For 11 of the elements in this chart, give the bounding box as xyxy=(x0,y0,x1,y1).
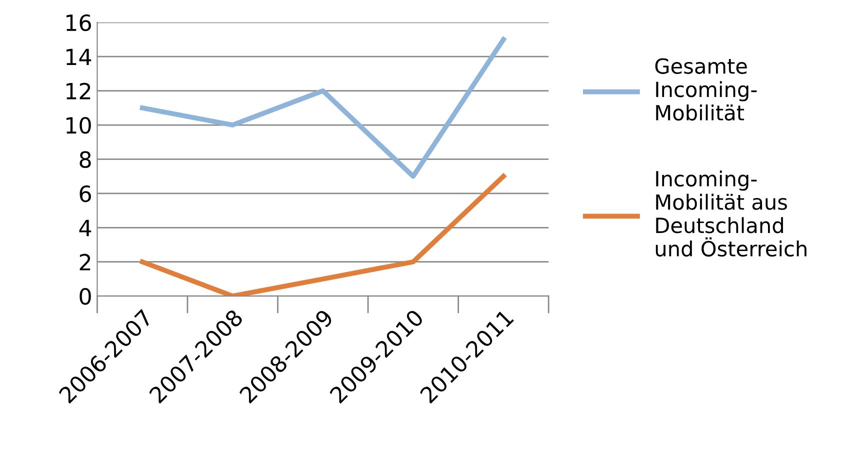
y-tick-label: 2 xyxy=(80,254,90,270)
y-tick-label: 6 xyxy=(80,185,91,202)
y-tick-label: 14 xyxy=(66,48,92,66)
y-tick-label: 16 xyxy=(66,14,91,32)
y-tick-label: 12 xyxy=(66,82,90,100)
y-tick-label: 10 xyxy=(66,116,91,134)
y-tick-label: 0 xyxy=(80,288,91,305)
y-tick-label: 8 xyxy=(80,151,91,168)
y-tick-label: 4 xyxy=(79,220,92,236)
legend-label: Incoming- Mobilität aus Deutschland und Österreich xyxy=(656,170,806,257)
legend-label: Gesamte Incoming- Mobilität xyxy=(655,58,757,121)
